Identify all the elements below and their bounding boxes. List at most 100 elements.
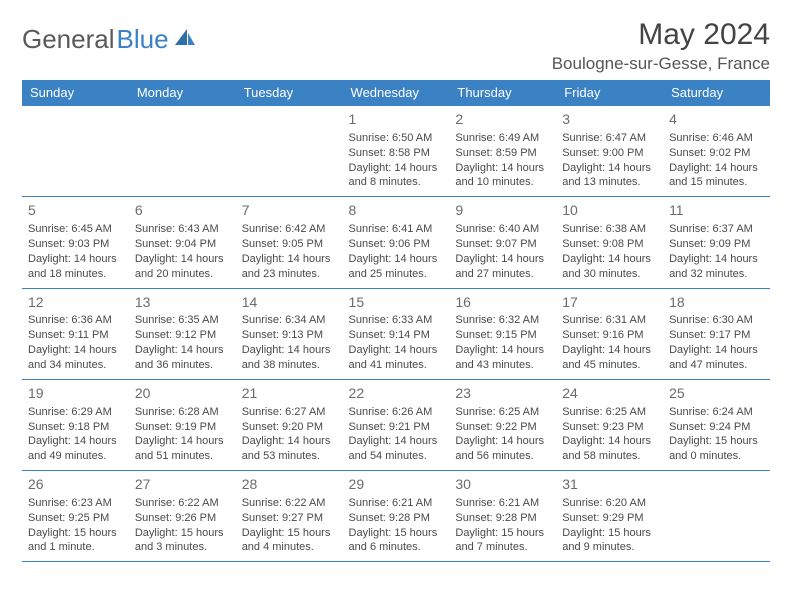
calendar-table: SundayMondayTuesdayWednesdayThursdayFrid… — [22, 80, 770, 562]
day-number: 22 — [349, 384, 444, 403]
day-number: 20 — [135, 384, 230, 403]
weekday-header: Thursday — [449, 80, 556, 106]
calendar-day-cell: 10Sunrise: 6:38 AMSunset: 9:08 PMDayligh… — [556, 197, 663, 288]
daylight-line: Daylight: 14 hours and 51 minutes. — [135, 434, 230, 464]
sunrise-line: Sunrise: 6:34 AM — [242, 313, 337, 328]
sunset-line: Sunset: 9:04 PM — [135, 237, 230, 252]
title-block: May 2024 Boulogne-sur-Gesse, France — [552, 18, 770, 74]
day-number: 30 — [455, 475, 550, 494]
calendar-day-cell: 18Sunrise: 6:30 AMSunset: 9:17 PMDayligh… — [663, 288, 770, 379]
daylight-line: Daylight: 14 hours and 23 minutes. — [242, 252, 337, 282]
sunrise-line: Sunrise: 6:42 AM — [242, 222, 337, 237]
day-number: 17 — [562, 293, 657, 312]
sunrise-line: Sunrise: 6:33 AM — [349, 313, 444, 328]
sunrise-line: Sunrise: 6:43 AM — [135, 222, 230, 237]
calendar-day-cell: 24Sunrise: 6:25 AMSunset: 9:23 PMDayligh… — [556, 379, 663, 470]
sunrise-line: Sunrise: 6:45 AM — [28, 222, 123, 237]
header: GeneralBlue May 2024 Boulogne-sur-Gesse,… — [22, 18, 770, 74]
daylight-line: Daylight: 14 hours and 56 minutes. — [455, 434, 550, 464]
sunset-line: Sunset: 9:20 PM — [242, 420, 337, 435]
day-number: 2 — [455, 110, 550, 129]
day-number: 21 — [242, 384, 337, 403]
weekday-header-row: SundayMondayTuesdayWednesdayThursdayFrid… — [22, 80, 770, 106]
daylight-line: Daylight: 14 hours and 53 minutes. — [242, 434, 337, 464]
daylight-line: Daylight: 14 hours and 54 minutes. — [349, 434, 444, 464]
sunrise-line: Sunrise: 6:31 AM — [562, 313, 657, 328]
daylight-line: Daylight: 14 hours and 8 minutes. — [349, 161, 444, 191]
sunset-line: Sunset: 9:14 PM — [349, 328, 444, 343]
calendar-day-cell: 12Sunrise: 6:36 AMSunset: 9:11 PMDayligh… — [22, 288, 129, 379]
sunset-line: Sunset: 9:26 PM — [135, 511, 230, 526]
calendar-week-row: 26Sunrise: 6:23 AMSunset: 9:25 PMDayligh… — [22, 471, 770, 562]
sunset-line: Sunset: 9:12 PM — [135, 328, 230, 343]
weekday-header: Monday — [129, 80, 236, 106]
sunset-line: Sunset: 9:13 PM — [242, 328, 337, 343]
sunset-line: Sunset: 9:24 PM — [669, 420, 764, 435]
sunrise-line: Sunrise: 6:25 AM — [562, 405, 657, 420]
calendar-day-cell: 8Sunrise: 6:41 AMSunset: 9:06 PMDaylight… — [343, 197, 450, 288]
sunrise-line: Sunrise: 6:22 AM — [135, 496, 230, 511]
sunset-line: Sunset: 9:05 PM — [242, 237, 337, 252]
sunrise-line: Sunrise: 6:22 AM — [242, 496, 337, 511]
sunset-line: Sunset: 9:22 PM — [455, 420, 550, 435]
sunset-line: Sunset: 9:06 PM — [349, 237, 444, 252]
daylight-line: Daylight: 14 hours and 34 minutes. — [28, 343, 123, 373]
logo-sail-icon — [174, 24, 196, 55]
sunset-line: Sunset: 9:28 PM — [349, 511, 444, 526]
day-number: 23 — [455, 384, 550, 403]
calendar-day-cell: 21 Sunrise: 6:27 AMSunset: 9:20 PMDayligh… — [236, 379, 343, 470]
day-number: 11 — [669, 201, 764, 220]
sunrise-line: Sunrise: 6:50 AM — [349, 131, 444, 146]
sunset-line: Sunset: 9:00 PM — [562, 146, 657, 161]
calendar-day-cell — [22, 106, 129, 197]
month-title: May 2024 — [552, 18, 770, 52]
day-number: 26 — [28, 475, 123, 494]
sunset-line: Sunset: 8:58 PM — [349, 146, 444, 161]
daylight-line: Daylight: 15 hours and 4 minutes. — [242, 526, 337, 556]
sunrise-line: Sunrise: 6:30 AM — [669, 313, 764, 328]
calendar-day-cell: 9Sunrise: 6:40 AMSunset: 9:07 PMDaylight… — [449, 197, 556, 288]
calendar-day-cell — [236, 106, 343, 197]
day-number: 15 — [349, 293, 444, 312]
daylight-line: Daylight: 14 hours and 47 minutes. — [669, 343, 764, 373]
sunrise-line: Sunrise: 6:27 AM — [242, 405, 337, 420]
daylight-line: Daylight: 14 hours and 18 minutes. — [28, 252, 123, 282]
sunrise-line: Sunrise: 6:29 AM — [28, 405, 123, 420]
sunrise-line: Sunrise: 6:37 AM — [669, 222, 764, 237]
calendar-day-cell: 22Sunrise: 6:26 AMSunset: 9:21 PMDayligh… — [343, 379, 450, 470]
sunrise-line: Sunrise: 6:41 AM — [349, 222, 444, 237]
calendar-day-cell: 17Sunrise: 6:31 AMSunset: 9:16 PMDayligh… — [556, 288, 663, 379]
day-number: 14 — [242, 293, 337, 312]
daylight-line: Daylight: 15 hours and 3 minutes. — [135, 526, 230, 556]
logo-text-blue: Blue — [117, 24, 169, 55]
daylight-line: Daylight: 14 hours and 49 minutes. — [28, 434, 123, 464]
calendar-day-cell: 19Sunrise: 6:29 AMSunset: 9:18 PMDayligh… — [22, 379, 129, 470]
calendar-day-cell: 13Sunrise: 6:35 AMSunset: 9:12 PMDayligh… — [129, 288, 236, 379]
calendar-week-row: 5Sunrise: 6:45 AMSunset: 9:03 PMDaylight… — [22, 197, 770, 288]
daylight-line: Daylight: 14 hours and 41 minutes. — [349, 343, 444, 373]
calendar-day-cell — [129, 106, 236, 197]
day-number: 18 — [669, 293, 764, 312]
weekday-header: Wednesday — [343, 80, 450, 106]
daylight-line: Daylight: 14 hours and 45 minutes. — [562, 343, 657, 373]
calendar-day-cell: 2Sunrise: 6:49 AMSunset: 8:59 PMDaylight… — [449, 106, 556, 197]
day-number: 5 — [28, 201, 123, 220]
daylight-line: Daylight: 15 hours and 6 minutes. — [349, 526, 444, 556]
day-number: 12 — [28, 293, 123, 312]
sunrise-line: Sunrise: 6:32 AM — [455, 313, 550, 328]
sunset-line: Sunset: 9:19 PM — [135, 420, 230, 435]
day-number: 6 — [135, 201, 230, 220]
day-number: 7 — [242, 201, 337, 220]
calendar-week-row: 12Sunrise: 6:36 AMSunset: 9:11 PMDayligh… — [22, 288, 770, 379]
calendar-day-cell: 20Sunrise: 6:28 AMSunset: 9:19 PMDayligh… — [129, 379, 236, 470]
calendar-day-cell: 26Sunrise: 6:23 AMSunset: 9:25 PMDayligh… — [22, 471, 129, 562]
day-number: 28 — [242, 475, 337, 494]
calendar-week-row: 1Sunrise: 6:50 AMSunset: 8:58 PMDaylight… — [22, 106, 770, 197]
sunrise-line: Sunrise: 6:23 AM — [28, 496, 123, 511]
sunrise-line: Sunrise: 6:38 AM — [562, 222, 657, 237]
sunrise-line: Sunrise: 6:21 AM — [455, 496, 550, 511]
sunrise-line: Sunrise: 6:47 AM — [562, 131, 657, 146]
daylight-line: Daylight: 14 hours and 38 minutes. — [242, 343, 337, 373]
sunrise-line: Sunrise: 6:26 AM — [349, 405, 444, 420]
sunrise-line: Sunrise: 6:36 AM — [28, 313, 123, 328]
